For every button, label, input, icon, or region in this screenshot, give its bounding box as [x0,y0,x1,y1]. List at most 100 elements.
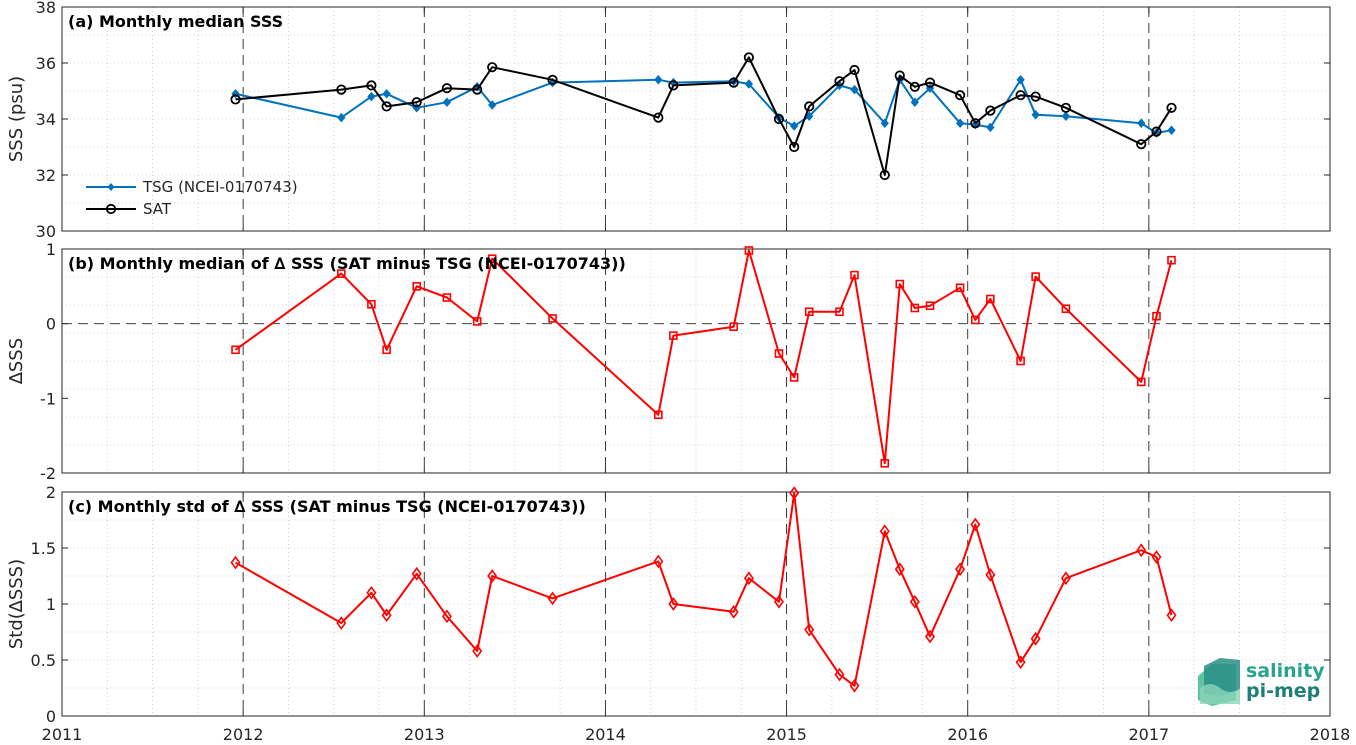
data-point [955,283,965,293]
data-point [910,97,919,107]
data-point [880,458,890,468]
legend-marker [107,183,115,191]
minor-grid [62,492,1330,716]
data-point [970,517,981,532]
tick-marks [61,6,1331,232]
x-tick-label: 2012 [223,725,264,744]
data-point [654,75,663,85]
data-point [1152,311,1161,321]
data-point [230,94,241,105]
data-point [1167,125,1176,135]
data-point [411,97,422,108]
logo-text-salinity: salinity [1246,660,1325,682]
data-point [744,246,754,255]
data-point [487,62,498,73]
data-point [1060,102,1071,113]
data-point [382,345,391,355]
y-axis-label: ∆SSS [6,338,27,385]
logo-wave [1200,684,1240,704]
data-point [909,81,920,92]
data-point [654,410,663,420]
data-point [849,64,860,76]
x-tick-label: 2018 [1310,725,1351,744]
data-point [1031,110,1040,120]
data-point [924,77,936,88]
data-point [804,307,814,317]
data-point [653,554,664,569]
legend: TSG (NCEI-0170743) SAT [86,178,298,218]
data-point [834,76,845,87]
data-point [728,604,739,619]
data-point [1061,111,1071,121]
data-point [925,301,935,311]
data-point [834,667,845,682]
data-point [1167,255,1176,265]
y-axis-label: Std(∆SSS) [6,559,27,649]
data-point [849,678,860,693]
series-markers [231,246,1176,468]
data-point [337,269,346,278]
data-point [955,118,965,128]
data-point [1166,608,1177,623]
y-tick-label: 1 [46,595,56,614]
data-point [895,279,905,289]
y-tick-label: -2 [40,464,56,483]
data-point [337,112,346,123]
axes-box [61,248,1331,474]
minor-grid [62,7,1330,231]
data-point [487,254,497,264]
data-point [668,80,679,91]
data-point [850,270,859,280]
data-point [728,77,739,88]
data-point [653,112,664,123]
data-point [789,486,800,500]
data-point [804,622,815,637]
data-point [1015,655,1026,670]
y-tick-label: 38 [36,0,56,17]
data-point [743,571,754,586]
data-point [955,562,966,577]
y-tick-label: 34 [36,110,56,129]
panel-title: (a) Monthly median SSS [68,12,283,31]
data-point [381,608,392,623]
data-point [804,101,815,112]
data-point [367,299,376,309]
data-point [411,566,422,581]
series-line [235,492,1173,687]
data-point [472,644,483,658]
y-tick-label: 2 [46,483,56,502]
panel-title: (b) Monthly median of ∆ SSS (SAT minus T… [68,254,626,273]
data-point [1015,90,1026,101]
logo-text-pimep: pi-mep [1246,680,1320,702]
panel-sss: 30 32 34 36 38 SSS (psu) (a) Monthly median SS… [6,0,1331,241]
data-point [442,293,452,302]
y-tick-label: 30 [36,222,56,241]
y-tick-label: 0 [46,315,56,334]
y-tick-label: 1 [46,240,56,259]
data-point [1030,91,1041,102]
data-point [381,101,392,112]
panel-title: (c) Monthly std of ∆ SSS (SAT minus TSG … [68,497,586,516]
data-point [774,349,784,358]
data-point [744,79,754,89]
data-point [442,97,452,107]
year-grid [242,492,1150,716]
series-line [235,56,1173,176]
data-point [230,555,241,570]
data-point [789,373,799,382]
data-point [894,70,905,81]
data-point [1060,571,1071,586]
y-axis-label: SSS (psu) [6,76,27,162]
data-point [909,594,920,609]
data-point [547,591,558,606]
data-point [773,594,784,609]
data-point [1031,272,1040,281]
x-tick-label: 2013 [404,725,445,744]
data-point [412,282,421,291]
data-point [835,307,844,317]
data-point [1061,304,1071,314]
data-point [743,52,754,63]
tick-marks [61,491,1331,717]
data-point [985,105,996,116]
